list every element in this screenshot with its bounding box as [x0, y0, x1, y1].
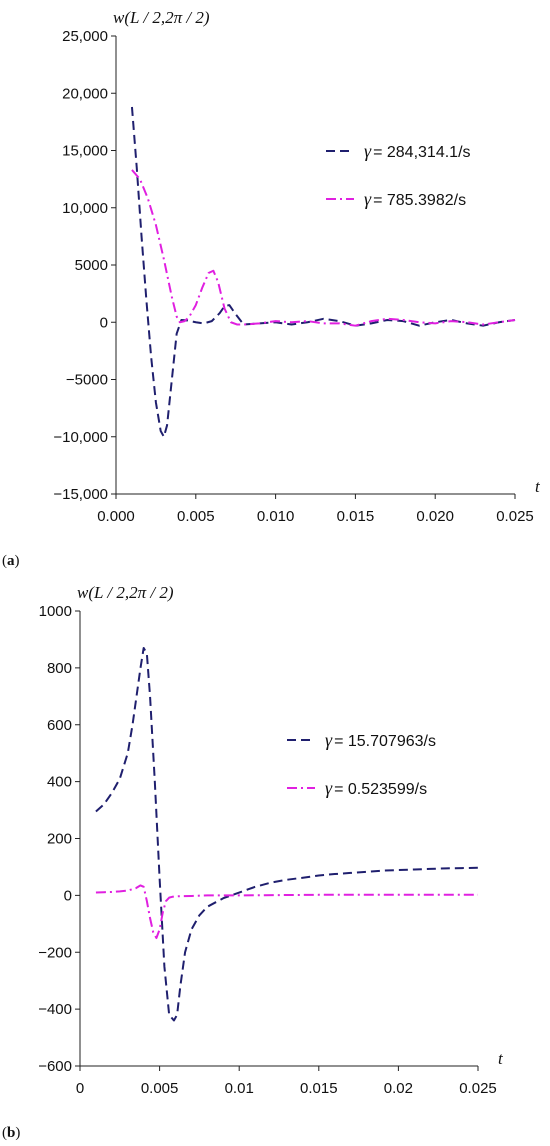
y-tick-label: 10,000	[62, 200, 108, 217]
x-tick-label: 0.025	[496, 508, 534, 525]
legend-label: = 284,314.1/s	[373, 144, 470, 161]
x-tick-label: 0.025	[459, 1080, 497, 1097]
x-axis-label: t	[498, 1049, 504, 1068]
x-axis-label: t	[535, 477, 541, 496]
panel-label: (a)	[2, 553, 20, 569]
y-tick-label: 400	[47, 774, 72, 791]
x-tick-label: 0	[76, 1080, 84, 1097]
x-tick-label: 0.01	[225, 1080, 254, 1097]
panel-letter: b	[7, 1125, 15, 1141]
y-tick-label: −600	[38, 1058, 72, 1075]
x-tick-label: 0.015	[337, 508, 375, 525]
x-tick-label: 0.010	[257, 508, 295, 525]
y-axis-label: w(L / 2,2π / 2)	[113, 8, 210, 27]
legend-entry: γ = 15.707963/s	[325, 730, 436, 750]
legend-symbol: γ	[325, 730, 333, 750]
y-tick-label: 800	[47, 660, 72, 677]
x-tick-label: 0.000	[97, 508, 135, 525]
chart-panel-b: −600 −400 −200 0 200 400 600 800 1000 0 0.005 0.01 0…	[2, 583, 504, 1141]
legend-symbol: γ	[364, 189, 372, 209]
y-tick-label: 5000	[75, 257, 108, 274]
x-tick-label: 0.02	[384, 1080, 413, 1097]
y-tick-label: −15,000	[53, 486, 108, 503]
y-tick-label: −400	[38, 1001, 72, 1018]
y-tick-label: −5000	[66, 372, 108, 389]
y-tick-label: 600	[47, 717, 72, 734]
legend-symbol: γ	[325, 778, 333, 798]
legend-entry: γ = 785.3982/s	[364, 189, 466, 209]
panel-letter: a	[7, 553, 15, 569]
y-tick-label: 25,000	[62, 28, 108, 45]
y-tick-label: 15,000	[62, 143, 108, 160]
y-tick-label: 0	[64, 887, 72, 904]
legend-symbol: γ	[364, 141, 372, 161]
y-tick-label: 20,000	[62, 85, 108, 102]
legend-label: = 785.3982/s	[373, 192, 466, 209]
series-line-1	[130, 106, 516, 438]
series-line-1	[95, 646, 479, 1022]
legend-label: = 15.707963/s	[334, 733, 436, 750]
legend-entry: γ = 0.523599/s	[325, 778, 427, 798]
series-line-2	[95, 884, 478, 940]
y-tick-label: −10,000	[53, 429, 108, 446]
y-axis-label: w(L / 2,2π / 2)	[77, 583, 174, 602]
y-tick-label: 1000	[39, 603, 72, 620]
x-tick-label: 0.015	[300, 1080, 338, 1097]
y-tick-label: −200	[38, 944, 72, 961]
panel-label: (b)	[2, 1125, 20, 1141]
x-tick-label: 0.005	[177, 508, 215, 525]
y-tick-label: 200	[47, 831, 72, 848]
y-tick-label: 0	[100, 314, 108, 331]
chart-panel-a: −15,000 −10,000 −5000 0 5000 10,000 15,000 20,0…	[2, 8, 541, 569]
legend-entry: γ = 284,314.1/s	[364, 141, 471, 161]
x-tick-label: 0.005	[141, 1080, 179, 1097]
legend-label: = 0.523599/s	[334, 781, 427, 798]
x-tick-label: 0.020	[416, 508, 454, 525]
